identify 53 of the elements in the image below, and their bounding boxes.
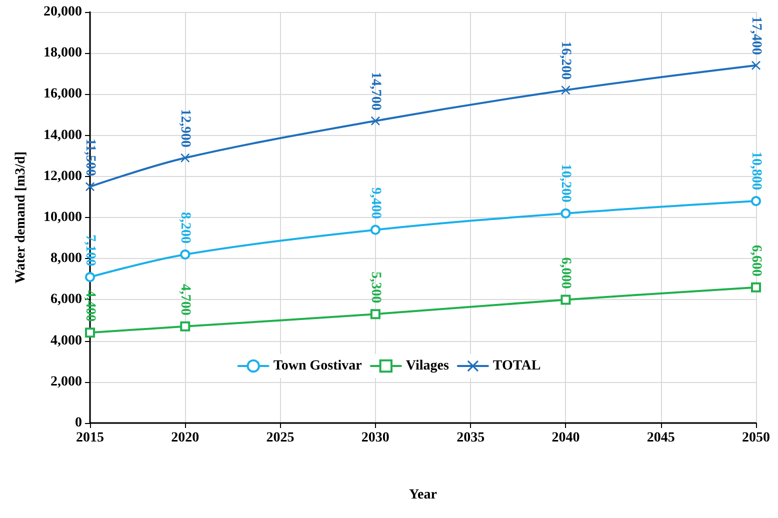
point [180,153,190,162]
y-tick-label: 20,000 [44,4,82,20]
y-tick-label: 2,000 [50,374,82,390]
data-label: 8,200 [178,212,193,244]
point [560,208,571,218]
x-axis-title: Year [409,488,437,502]
y-axis-title: Water demand [m3/d] [14,152,28,284]
legend-label: Town Gostivar [273,358,362,374]
y-tick-label: 8,000 [50,251,82,266]
x-tick-label: 2050 [742,430,770,446]
data-label: 17,400 [748,16,764,55]
x-tick-label: 2045 [646,430,675,446]
point [751,282,761,292]
x-tick-label: 2015 [76,430,104,446]
data-label: 5,300 [368,272,383,304]
y-tick-label: 16,000 [44,86,82,102]
data-label: 10,800 [748,152,764,190]
legend-label: Vilages [406,358,450,374]
y-tick-label: 18,000 [44,46,82,61]
x-tick-label: 2040 [552,430,580,446]
y-tick-label: 12,000 [44,168,82,184]
data-label: 4,700 [178,284,193,316]
data-label: 9,400 [368,187,383,219]
y-tick-label: 14,000 [44,128,82,143]
point [85,272,95,282]
x-tick-label: 2020 [171,430,200,446]
data-label: 11,500 [82,138,98,176]
y-tick-label: 10,000 [44,210,82,225]
data-label: 6,600 [748,244,764,276]
x-tick-label: 2030 [361,430,390,446]
point [560,294,571,305]
point [180,249,190,260]
y-tick-label: 4,000 [50,333,82,348]
point [85,328,95,338]
data-label: 16,200 [558,41,574,80]
data-label: 7,100 [82,234,98,266]
data-label: 10,200 [558,164,574,202]
y-tick-label: 0 [75,416,82,430]
x-tick-label: 2035 [456,430,485,446]
data-label: 4,400 [82,290,98,322]
point [180,321,190,332]
point [370,309,380,320]
data-label: 6,000 [558,257,574,289]
x-tick-label: 2025 [266,430,294,446]
legend-label: TOTAL [492,358,541,374]
point [370,224,380,235]
data-label: 12,900 [178,108,193,148]
y-tick-label: 6,000 [50,292,82,308]
point [86,182,94,192]
point [751,196,761,206]
point [370,116,380,126]
point [561,86,570,95]
data-label: 14,700 [368,72,383,110]
